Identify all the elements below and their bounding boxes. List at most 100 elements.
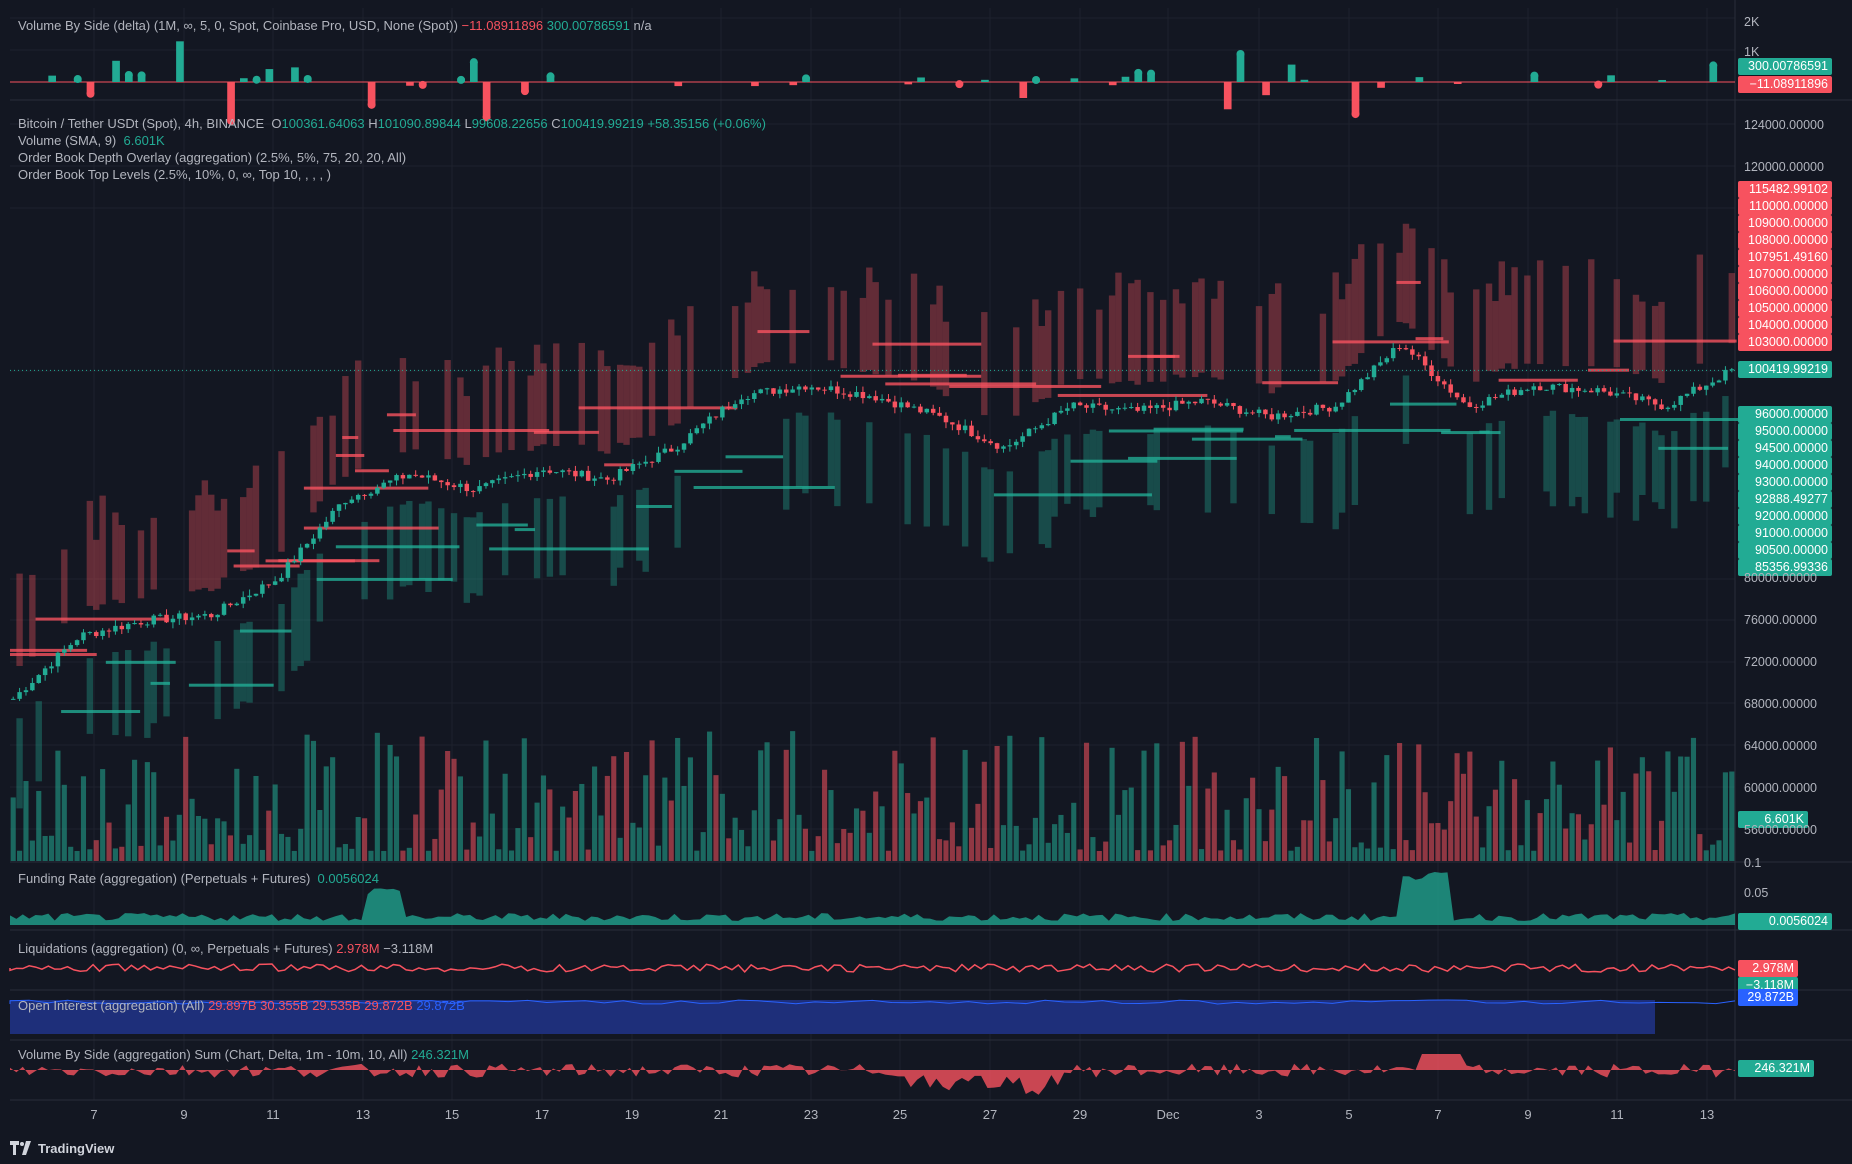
low-value: 99608.22656 bbox=[471, 116, 548, 131]
tradingview-brand[interactable]: TradingView bbox=[10, 1138, 114, 1158]
ask-depth-band bbox=[604, 366, 611, 454]
volume-bar bbox=[1607, 747, 1613, 861]
ask-depth-band bbox=[936, 285, 943, 390]
volume-bar bbox=[1288, 850, 1294, 861]
ask-tag-0: 115482.99102 bbox=[1738, 181, 1832, 198]
candle-body bbox=[1314, 404, 1319, 415]
delta-bar bbox=[674, 82, 683, 87]
volume-bar bbox=[1045, 842, 1051, 861]
depth-overlay-legend: Order Book Depth Overlay (aggregation) (… bbox=[18, 150, 407, 165]
ask-depth-band bbox=[540, 363, 547, 445]
volume-bar bbox=[1256, 809, 1262, 861]
candle-body bbox=[355, 494, 361, 500]
volume-bar bbox=[406, 847, 412, 861]
volume-bar bbox=[259, 849, 265, 861]
volume-bar bbox=[1090, 837, 1096, 861]
volume-bar bbox=[1192, 736, 1198, 861]
vbs-delta-value-2: 300.00786591 bbox=[546, 18, 630, 33]
candle-body bbox=[1180, 400, 1185, 404]
vbs-sum-title: Volume By Side (aggregation) Sum (Chart,… bbox=[18, 1047, 408, 1062]
candle-body bbox=[17, 692, 22, 699]
candle-body bbox=[1563, 383, 1568, 393]
ask-depth-band bbox=[731, 306, 739, 379]
volume-bar bbox=[42, 836, 48, 861]
delta-dot bbox=[1134, 68, 1143, 77]
book-level-line bbox=[885, 382, 1037, 386]
candle-body bbox=[49, 666, 54, 669]
ask-depth-band bbox=[866, 267, 873, 370]
book-level-line bbox=[514, 528, 536, 532]
book-level-line bbox=[993, 493, 1152, 497]
candle-body bbox=[1256, 409, 1262, 414]
candle-body bbox=[509, 476, 514, 478]
volume-bar bbox=[1397, 743, 1403, 861]
volume-bar bbox=[132, 759, 138, 861]
volume-bar bbox=[1103, 841, 1109, 861]
volume-bar bbox=[1198, 849, 1205, 861]
volume-bar bbox=[853, 808, 860, 861]
ask-tag-7: 105000.00000 bbox=[1738, 300, 1832, 317]
volume-bar bbox=[1135, 850, 1141, 861]
bid-depth-band bbox=[1096, 430, 1103, 508]
volume-bar bbox=[790, 731, 796, 861]
candle-body bbox=[228, 603, 233, 606]
volume-bar bbox=[1595, 760, 1601, 861]
candle-body bbox=[209, 614, 214, 618]
book-level-line bbox=[303, 486, 429, 490]
volume-legend: Volume (SMA, 9) 6.601K bbox=[18, 133, 165, 148]
candle-body bbox=[1525, 389, 1530, 391]
bid-depth-band bbox=[636, 489, 643, 561]
candle-body bbox=[1275, 413, 1281, 420]
volume-bar bbox=[604, 775, 610, 861]
bid-depth-band bbox=[546, 498, 554, 577]
candle-body bbox=[1154, 405, 1160, 408]
ask-depth-band bbox=[220, 498, 228, 578]
volume-bar bbox=[1224, 809, 1230, 861]
book-level-line bbox=[949, 384, 1102, 388]
candle-body bbox=[886, 398, 891, 402]
volume-bar bbox=[1326, 841, 1332, 861]
volume-bar bbox=[1377, 847, 1383, 861]
candle-body bbox=[841, 393, 846, 395]
candle-body bbox=[458, 483, 463, 488]
bid-depth-band bbox=[1568, 414, 1576, 507]
bid-depth-band bbox=[1543, 415, 1550, 492]
candle-body bbox=[1295, 411, 1300, 416]
time-tick-9: 25 bbox=[892, 1107, 908, 1122]
book-level-line bbox=[393, 429, 550, 433]
delta-bar bbox=[240, 78, 248, 82]
volume-bar bbox=[10, 797, 16, 861]
book-level-line bbox=[1613, 339, 1737, 343]
candle-body bbox=[815, 387, 821, 390]
ask-depth-band bbox=[99, 495, 106, 605]
delta-dot bbox=[252, 75, 261, 84]
volume-bar bbox=[432, 838, 438, 861]
volume-bar bbox=[822, 769, 828, 861]
candle-body bbox=[1716, 380, 1722, 383]
candle-body bbox=[279, 577, 284, 582]
volume-bar bbox=[649, 740, 655, 861]
candle-body bbox=[10, 698, 16, 700]
volume-bar bbox=[1454, 753, 1460, 861]
ask-depth-band bbox=[1076, 288, 1084, 380]
candle-body bbox=[253, 593, 259, 596]
volume-bar bbox=[1058, 814, 1064, 861]
brand-name: TradingView bbox=[38, 1140, 115, 1156]
volume-bar bbox=[898, 763, 904, 861]
volume-bar bbox=[707, 731, 713, 861]
candle-body bbox=[1365, 377, 1370, 380]
candle-body bbox=[1723, 369, 1728, 381]
delta-bar bbox=[1121, 76, 1130, 82]
candle-body bbox=[432, 475, 438, 481]
volume-bar bbox=[1211, 772, 1217, 861]
book-level-line bbox=[335, 453, 365, 457]
candle-body bbox=[969, 425, 974, 437]
candle-body bbox=[157, 614, 163, 616]
volume-bar bbox=[1282, 776, 1288, 861]
bid-tag-3: 94000.00000 bbox=[1738, 457, 1832, 474]
ask-depth-band bbox=[329, 415, 336, 485]
ask-depth-band bbox=[789, 289, 796, 364]
candle-body bbox=[1141, 405, 1147, 411]
volume-bar bbox=[1582, 839, 1588, 861]
